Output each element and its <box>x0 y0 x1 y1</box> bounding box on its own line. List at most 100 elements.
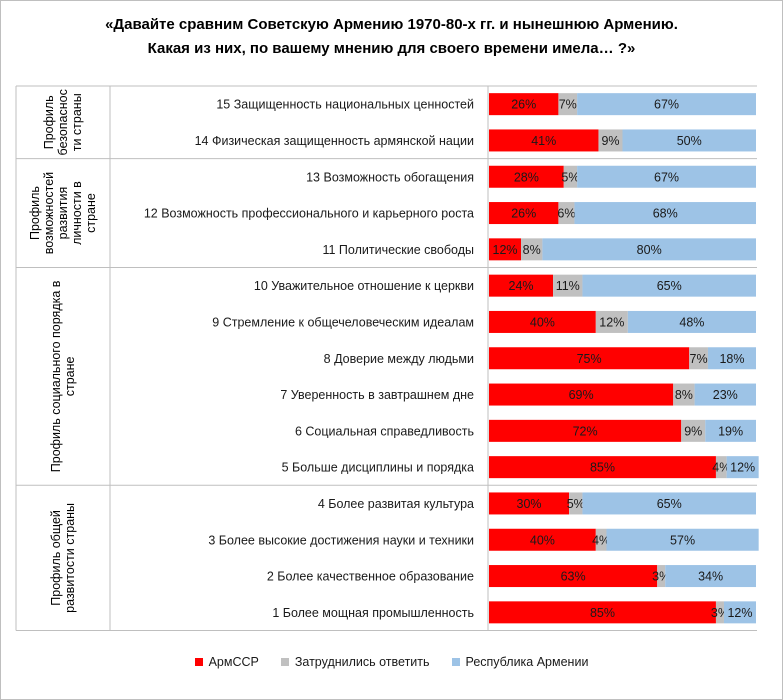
bar-segment-series-2 <box>569 492 583 515</box>
data-label: 9% <box>684 424 702 438</box>
bar-segment-series-2 <box>558 202 575 225</box>
bar-segment-series-1 <box>489 129 599 152</box>
data-label: 12% <box>493 243 518 257</box>
bar-segment-series-3 <box>707 347 756 370</box>
bar-segment-series-2 <box>657 565 666 588</box>
data-label: 65% <box>657 497 682 511</box>
bar-segment-series-1 <box>489 383 674 406</box>
data-label: 6% <box>557 207 575 221</box>
group-label-line: стране <box>63 356 77 396</box>
group-label: Профиль общейразвитости страны <box>49 503 77 613</box>
data-label: 41% <box>531 134 556 148</box>
data-label: 11% <box>556 279 580 293</box>
bar-segment-series-2 <box>558 93 578 116</box>
bar-segment-series-2 <box>673 383 695 406</box>
legend-swatch-armssr <box>194 658 203 666</box>
bar-segment-series-1 <box>489 202 559 225</box>
group-label: Профильвозможностейразвитияличности встр… <box>28 172 98 254</box>
data-label: 23% <box>713 388 738 402</box>
bar-segment-series-2 <box>595 310 628 333</box>
legend-swatch-republic <box>451 658 460 666</box>
group-label-line: личности в <box>70 181 84 245</box>
category-label: 5 Больше дисциплины и порядка <box>282 461 474 475</box>
data-label: 40% <box>530 315 555 329</box>
bar-segment-series-3 <box>665 565 756 588</box>
bar-segment-series-2 <box>595 528 607 551</box>
bar-segment-series-1 <box>489 528 596 551</box>
bar-segment-series-2 <box>553 274 583 297</box>
data-label: 8% <box>675 388 693 402</box>
category-label: 1 Более мощная промышленность <box>272 606 474 620</box>
data-label: 67% <box>654 98 679 112</box>
group-label-line: Профиль общей <box>49 510 63 606</box>
bar-segment-series-1 <box>489 601 716 624</box>
data-label: 9% <box>601 134 619 148</box>
data-label: 72% <box>573 424 598 438</box>
data-label: 12% <box>727 606 752 620</box>
category-label: 2 Более качественное образование <box>267 570 474 584</box>
bar-segment-series-1 <box>489 310 596 333</box>
bar-segment-series-2 <box>521 238 543 261</box>
bar-segment-series-3 <box>627 310 756 333</box>
legend-label-armssr: АрмССР <box>208 655 259 669</box>
data-label: 80% <box>637 243 662 257</box>
category-label: 6 Социальная справедливость <box>295 424 474 438</box>
data-label: 30% <box>517 497 542 511</box>
bar-segment-series-3 <box>723 601 756 624</box>
legend-item-armssr: АрмССР <box>194 655 259 669</box>
bar-segment-series-2 <box>563 165 578 188</box>
data-label: 5% <box>567 497 585 511</box>
bar-segment-series-3 <box>705 419 756 442</box>
data-label: 68% <box>653 207 678 221</box>
bar-segment-series-3 <box>577 93 756 116</box>
category-label: 3 Более высокие достижения науки и техни… <box>208 533 474 547</box>
category-label: 15 Защищенность национальных ценностей <box>216 98 474 112</box>
data-label: 4% <box>592 533 610 547</box>
bar-segment-series-3 <box>542 238 756 261</box>
data-label: 75% <box>577 352 602 366</box>
legend-label-undecided: Затруднились ответить <box>294 655 430 669</box>
legend-item-undecided: Затруднились ответить <box>280 655 430 669</box>
category-label: 9 Стремление к общечеловеческим идеалам <box>212 315 474 329</box>
data-label: 26% <box>511 98 536 112</box>
data-label: 48% <box>679 315 704 329</box>
category-label: 13 Возможность обогащения <box>306 170 474 184</box>
group-label-line: Профиль социального порядка в <box>49 280 63 472</box>
bar-segment-series-2 <box>681 419 706 442</box>
data-label: 57% <box>670 533 695 547</box>
data-label: 4% <box>712 461 730 475</box>
bar-segment-series-1 <box>489 238 522 261</box>
bar-segment-series-2 <box>715 601 724 624</box>
data-label: 63% <box>561 570 586 584</box>
data-label: 85% <box>590 461 615 475</box>
data-label: 12% <box>730 461 755 475</box>
data-label: 18% <box>719 352 744 366</box>
data-label: 34% <box>698 570 723 584</box>
category-label: 14 Физическая защищенность армянской нац… <box>195 134 474 148</box>
data-label: 65% <box>657 279 682 293</box>
category-label: 4 Более развитая культура <box>318 497 474 511</box>
bar-segment-series-3 <box>582 274 756 297</box>
category-label: 11 Политические свободы <box>322 243 474 257</box>
bar-segment-series-1 <box>489 456 716 479</box>
bar-segment-series-2 <box>715 456 727 479</box>
group-label-line: безопаснос <box>56 89 70 155</box>
category-label: 8 Доверие между людьми <box>324 352 474 366</box>
data-label: 26% <box>511 207 536 221</box>
data-label: 8% <box>523 243 541 257</box>
bar-segment-series-3 <box>606 528 759 551</box>
bar-segment-series-1 <box>489 565 658 588</box>
data-label: 12% <box>599 315 624 329</box>
bar-segment-series-3 <box>694 383 756 406</box>
data-label: 69% <box>569 388 594 402</box>
data-label: 5% <box>561 170 579 184</box>
group-label: Профильбезопасности страны <box>42 89 84 155</box>
group-label-line: развития <box>56 187 70 240</box>
bar-segment-series-3 <box>577 165 756 188</box>
group-label-line: Профиль <box>42 95 56 149</box>
bar-segment-series-3 <box>726 456 759 479</box>
bar-segment-series-3 <box>574 202 756 225</box>
bar-segment-series-2 <box>689 347 708 370</box>
bar-segment-series-1 <box>489 347 690 370</box>
group-label-line: возможностей <box>42 172 56 254</box>
